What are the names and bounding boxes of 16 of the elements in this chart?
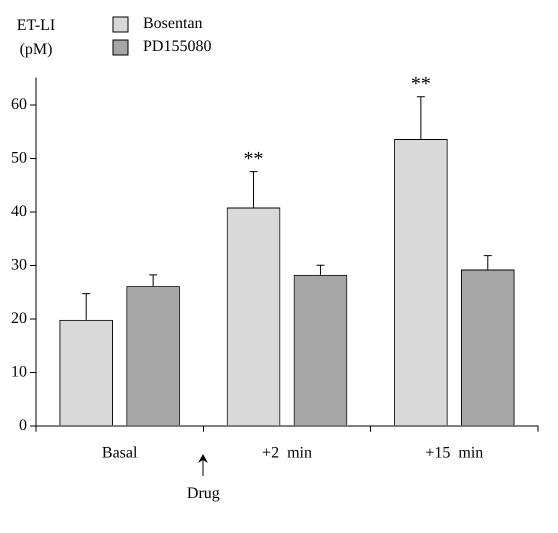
text: Drug (186, 484, 220, 502)
y-tick-label: 50 (11, 149, 27, 166)
x-tick-label: +2 min (262, 444, 312, 462)
y-tick-label: 20 (11, 310, 27, 327)
y-axis-title: ET-LI (pM) (16, 17, 56, 58)
y-tick-label: 40 (11, 202, 27, 220)
annotation: ** (244, 148, 264, 170)
legend-label: Bosentan (143, 15, 203, 32)
y-tick-label: 30 (11, 256, 27, 274)
x-tick-label: +15 min (425, 444, 484, 462)
legend-label: PD155080 (143, 38, 212, 56)
y-tick-label: 60 (11, 96, 27, 113)
y-tick-label: 0 (19, 417, 27, 434)
y-tick-label: 10 (11, 363, 27, 380)
annotation: ** (410, 72, 431, 95)
x-tick-label: Basal (102, 444, 138, 462)
